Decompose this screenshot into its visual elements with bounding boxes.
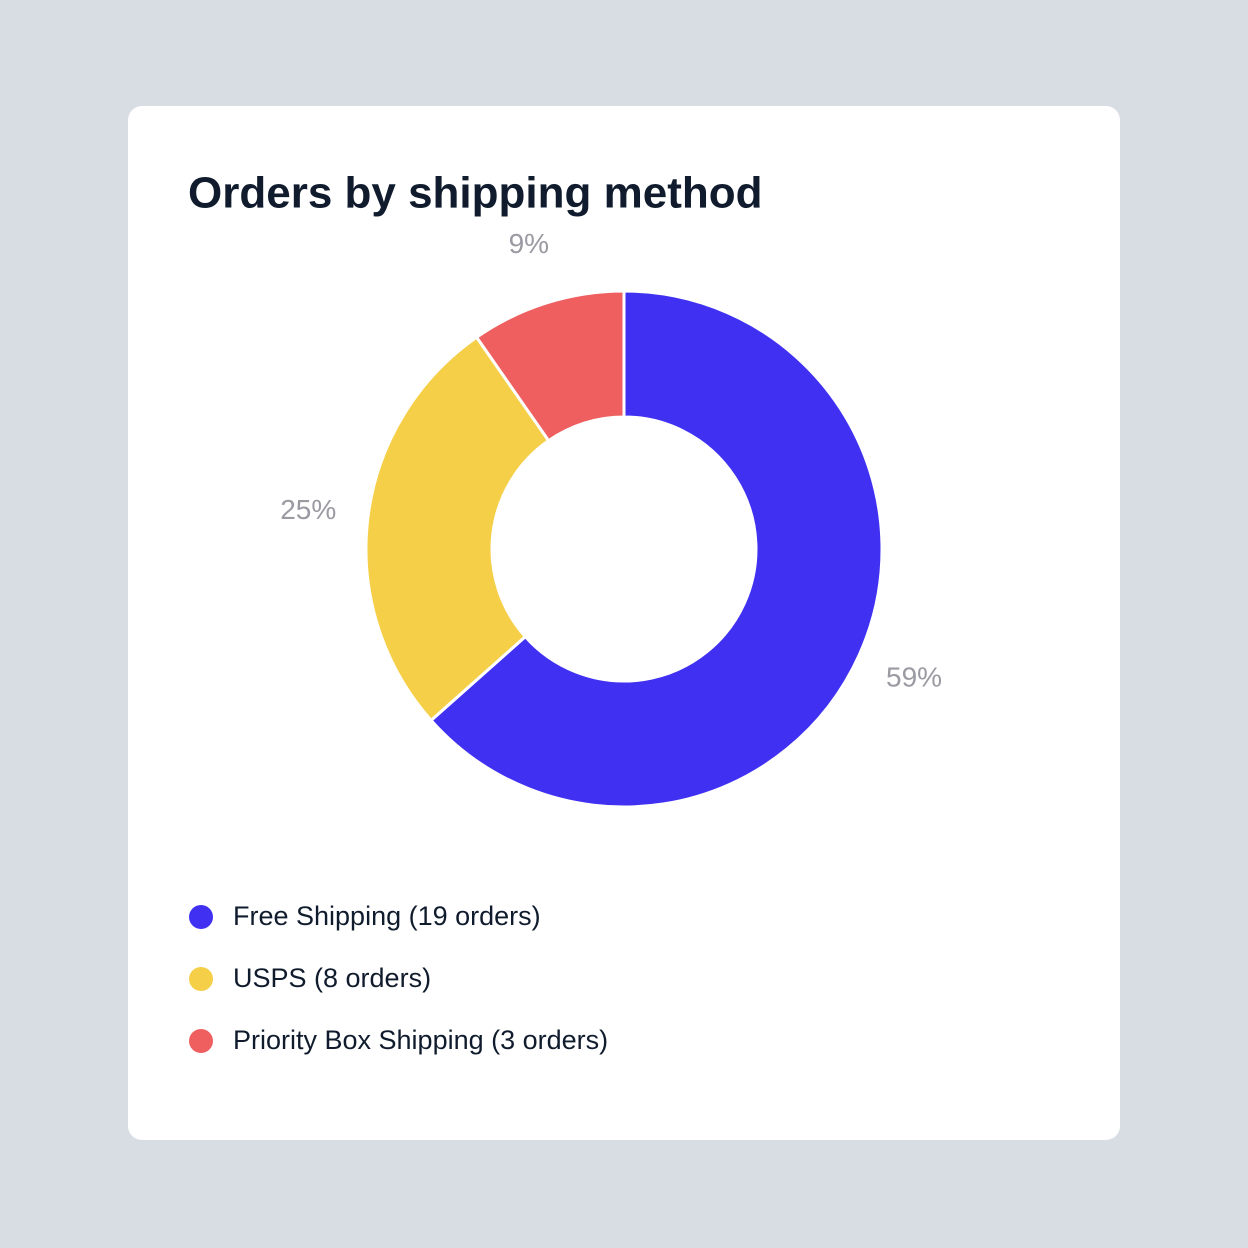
- legend-marker: [189, 967, 213, 991]
- legend-label: Priority Box Shipping (3 orders): [233, 1025, 608, 1055]
- legend-label: USPS (8 orders): [233, 963, 431, 993]
- value-label: 25%: [280, 494, 336, 525]
- legend-marker: [189, 905, 213, 929]
- card: [128, 106, 1120, 1140]
- legend-label: Free Shipping (19 orders): [233, 901, 541, 931]
- value-label: 59%: [886, 662, 942, 693]
- legend-marker: [189, 1029, 213, 1053]
- donut-segment: [474, 289, 626, 443]
- donut-segment: [428, 289, 884, 809]
- value-label: 9%: [509, 228, 549, 259]
- chart-title: Orders by shipping method: [188, 169, 763, 218]
- donut-segment: [364, 335, 551, 723]
